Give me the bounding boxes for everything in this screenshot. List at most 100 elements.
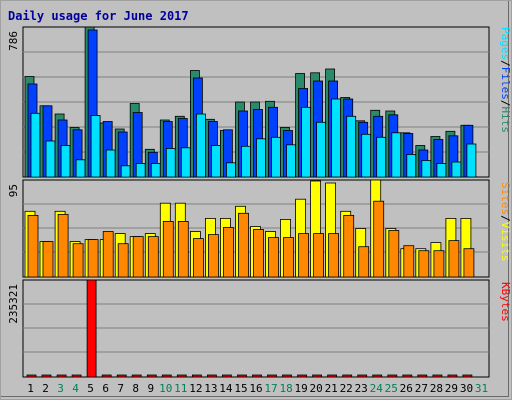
bar-sites-day-29	[448, 240, 460, 278]
bar-pages-day-19	[301, 106, 312, 178]
bar-pages-day-24	[376, 136, 387, 178]
x-tick-label: 25	[385, 382, 398, 395]
bar-kbytes-day-3	[56, 374, 67, 378]
legend-2: KBytes	[499, 282, 512, 322]
x-tick-label: 6	[102, 382, 109, 395]
bar-sites-day-23	[358, 246, 370, 278]
bar-kbytes-day-16	[252, 374, 262, 378]
bar-pages-day-22	[346, 115, 357, 178]
x-tick-label: 31	[475, 382, 488, 395]
bar-sites-day-25	[388, 230, 400, 278]
ymax-label-2: 235321	[7, 284, 20, 324]
bar-pages-day-5	[90, 115, 101, 178]
x-tick-label: 23	[355, 382, 368, 395]
x-tick-label: 3	[57, 382, 64, 395]
x-tick-label: 4	[72, 382, 79, 395]
legend-entry: Files	[499, 67, 512, 100]
bar-kbytes-day-4	[71, 374, 82, 378]
bar-sites-day-5	[87, 239, 99, 278]
bar-pages-day-10	[165, 148, 176, 178]
bar-sites-day-8	[132, 236, 144, 278]
bar-pages-day-15	[241, 145, 251, 178]
bar-kbytes-day-1	[26, 374, 37, 378]
bar-kbytes-day-22	[342, 374, 353, 378]
bar-pages-day-4	[75, 159, 86, 178]
bar-sites-day-1	[27, 214, 39, 278]
legend-entry: /	[499, 100, 512, 107]
legend-entry: Hits	[499, 107, 512, 134]
x-tick-label: 7	[117, 382, 124, 395]
ymax-label-1: 95	[7, 184, 20, 197]
bar-kbytes-day-24	[372, 374, 383, 378]
bar-sites-day-28	[433, 250, 445, 278]
x-tick-label: 11	[174, 382, 187, 395]
legend-entry: Visits	[499, 222, 512, 262]
bar-sites-day-21	[328, 233, 340, 278]
bar-sites-day-26	[403, 245, 415, 278]
bar-pages-day-3	[60, 145, 71, 178]
bar-kbytes-day-11	[176, 374, 187, 378]
bar-pages-day-6	[105, 149, 116, 178]
bar-kbytes-day-21	[327, 374, 338, 378]
bar-sites-day-4	[72, 243, 84, 278]
bar-kbytes-day-30	[462, 374, 473, 378]
bar-kbytes-day-25	[387, 374, 398, 378]
bar-kbytes-day-9	[146, 374, 157, 378]
ymax-label-0: 786	[7, 31, 20, 51]
x-tick-label: 14	[219, 382, 233, 395]
bar-kbytes-day-5	[86, 279, 97, 378]
x-tick-label: 16	[249, 382, 262, 395]
bar-sites-day-11	[177, 220, 189, 278]
bar-kbytes-day-18	[282, 374, 292, 378]
bar-pages-day-1	[30, 112, 41, 178]
bar-kbytes-day-17	[267, 374, 277, 378]
bar-kbytes-day-29	[447, 374, 458, 378]
bar-sites-day-10	[162, 220, 174, 278]
bar-sites-day-2	[42, 241, 54, 278]
x-tick-label: 21	[325, 382, 338, 395]
bar-pages-day-13	[210, 145, 221, 178]
bar-sites-day-22	[343, 214, 355, 278]
bar-pages-day-9	[150, 163, 161, 178]
x-tick-label: 20	[309, 382, 322, 395]
bar-pages-day-14	[225, 162, 236, 178]
bar-sites-day-30	[463, 248, 475, 278]
bar-sites-day-24	[373, 200, 385, 278]
x-tick-label: 12	[189, 382, 202, 395]
bar-pages-day-28	[436, 163, 447, 178]
bar-pages-day-25	[391, 132, 402, 178]
x-tick-label: 17	[264, 382, 277, 395]
x-tick-label: 10	[159, 382, 172, 395]
legend-0: Pages/Files/Hits	[499, 27, 512, 133]
bar-sites-day-18	[283, 237, 294, 278]
legend-entry: Pages	[499, 27, 512, 60]
bar-pages-day-26	[406, 154, 417, 178]
x-tick-label: 5	[87, 382, 94, 395]
legend-entry: KBytes	[499, 282, 512, 322]
bar-kbytes-day-8	[131, 374, 142, 378]
x-tick-label: 18	[279, 382, 292, 395]
bar-sites-day-12	[192, 238, 204, 278]
legend-1: Sites/Visits	[499, 182, 512, 262]
bar-kbytes-day-27	[417, 374, 428, 378]
bar-pages-day-7	[120, 165, 131, 178]
x-tick-label: 8	[132, 382, 139, 395]
bar-kbytes-day-28	[432, 374, 443, 378]
bar-pages-day-20	[316, 121, 327, 178]
bar-sites-day-15	[238, 212, 249, 278]
bar-sites-day-20	[313, 233, 325, 278]
x-tick-label: 28	[430, 382, 443, 395]
bar-kbytes-day-6	[101, 374, 112, 378]
chart-title: Daily usage for June 2017	[8, 9, 189, 23]
bar-pages-day-29	[451, 161, 462, 178]
legend-entry: Sites	[499, 182, 512, 215]
bar-sites-day-9	[147, 236, 159, 278]
x-tick-label: 30	[460, 382, 473, 395]
bar-kbytes-day-14	[221, 374, 232, 378]
x-tick-label: 24	[370, 382, 384, 395]
x-tick-label: 15	[234, 382, 247, 395]
bar-pages-day-18	[286, 144, 296, 178]
bar-pages-day-17	[271, 136, 281, 178]
x-tick-label: 2	[42, 382, 49, 395]
